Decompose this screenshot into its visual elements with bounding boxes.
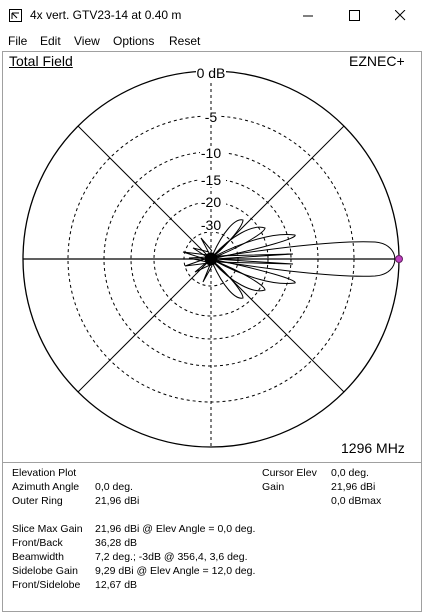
- app-icon: [9, 9, 22, 22]
- azimuth-angle-value: 0,0 deg.: [95, 481, 133, 493]
- beamwidth-value: 7,2 deg.; -3dB @ 356,4, 3,6 deg.: [95, 551, 248, 563]
- side-lobe-6: [212, 261, 244, 299]
- close-button[interactable]: [377, 0, 423, 31]
- cursor-elev-label: Cursor Elev: [262, 467, 317, 479]
- front-sidelobe-label: Front/Sidelobe: [12, 579, 81, 591]
- title-bar[interactable]: 4x vert. GTV23-14 at 0.40 m: [0, 0, 423, 32]
- frequency-label: 1296 MHz: [341, 440, 405, 456]
- ring-label-15: -15: [201, 172, 221, 188]
- polar-plot[interactable]: 0 dB -5 -10 -15 -20 -30: [3, 52, 421, 463]
- polar-plot-area[interactable]: 0 dB -5 -10 -15 -20 -30 To: [2, 51, 422, 464]
- ring-label-20: -20: [201, 194, 221, 210]
- side-lobe-7: [214, 258, 294, 265]
- menu-edit[interactable]: Edit: [40, 34, 61, 48]
- ring-labels: 0 dB -5 -10 -15 -20 -30: [196, 64, 226, 233]
- ring-label-30: -30: [201, 217, 221, 233]
- side-lobe-1: [214, 233, 296, 259]
- beamwidth-label: Beamwidth: [12, 551, 64, 563]
- info-panel: Elevation Plot Azimuth Angle 0,0 deg. Ou…: [2, 462, 422, 612]
- outer-ring-label: Outer Ring: [12, 495, 63, 507]
- menu-bar: File Edit View Options Reset: [0, 31, 423, 51]
- sidelobe-gain-value: 9,29 dBi @ Elev Angle = 12,0 deg.: [95, 565, 256, 577]
- radiation-pattern: [182, 219, 396, 299]
- minimize-icon: [302, 15, 313, 17]
- menu-view[interactable]: View: [74, 34, 100, 48]
- gain-value-dbi: 21,96 dBi: [331, 481, 376, 493]
- minimize-button[interactable]: [285, 0, 331, 31]
- ring-label-0db: 0 dB: [197, 65, 226, 81]
- front-back-value: 36,28 dB: [95, 537, 138, 549]
- menu-options[interactable]: Options: [113, 34, 155, 48]
- slice-max-gain-value: 21,96 dBi @ Elev Angle = 0,0 deg.: [95, 523, 256, 535]
- sidelobe-gain-label: Sidelobe Gain: [12, 565, 78, 577]
- brand-label: EZNEC+: [349, 53, 405, 69]
- cursor-dot[interactable]: [395, 255, 403, 263]
- ring-label-10: -10: [201, 145, 221, 161]
- center-cluster: [204, 252, 218, 266]
- main-lobe: [215, 241, 396, 277]
- front-back-label: Front/Back: [12, 537, 63, 549]
- side-lobe-8: [214, 253, 294, 260]
- azimuth-angle-label: Azimuth Angle: [12, 481, 80, 493]
- ring-label-5: -5: [205, 109, 218, 125]
- maximize-button[interactable]: [331, 0, 377, 31]
- gain-label: Gain: [262, 481, 285, 493]
- side-lobe-5: [212, 219, 244, 257]
- gain-value-dbmax: 0,0 dBmax: [331, 495, 382, 507]
- slice-max-gain-label: Slice Max Gain: [12, 523, 83, 535]
- window-title: 4x vert. GTV23-14 at 0.40 m: [30, 8, 182, 22]
- menu-file[interactable]: File: [8, 34, 28, 48]
- front-sidelobe-value: 12,67 dB: [95, 579, 138, 591]
- cursor-elev-value: 0,0 deg.: [331, 467, 369, 479]
- maximize-icon: [348, 10, 360, 21]
- field-label: Total Field: [9, 53, 73, 69]
- elevation-plot-label: Elevation Plot: [12, 467, 77, 479]
- menu-reset[interactable]: Reset: [169, 34, 201, 48]
- close-icon: [394, 10, 405, 21]
- outer-ring-value: 21,96 dBi: [95, 495, 140, 507]
